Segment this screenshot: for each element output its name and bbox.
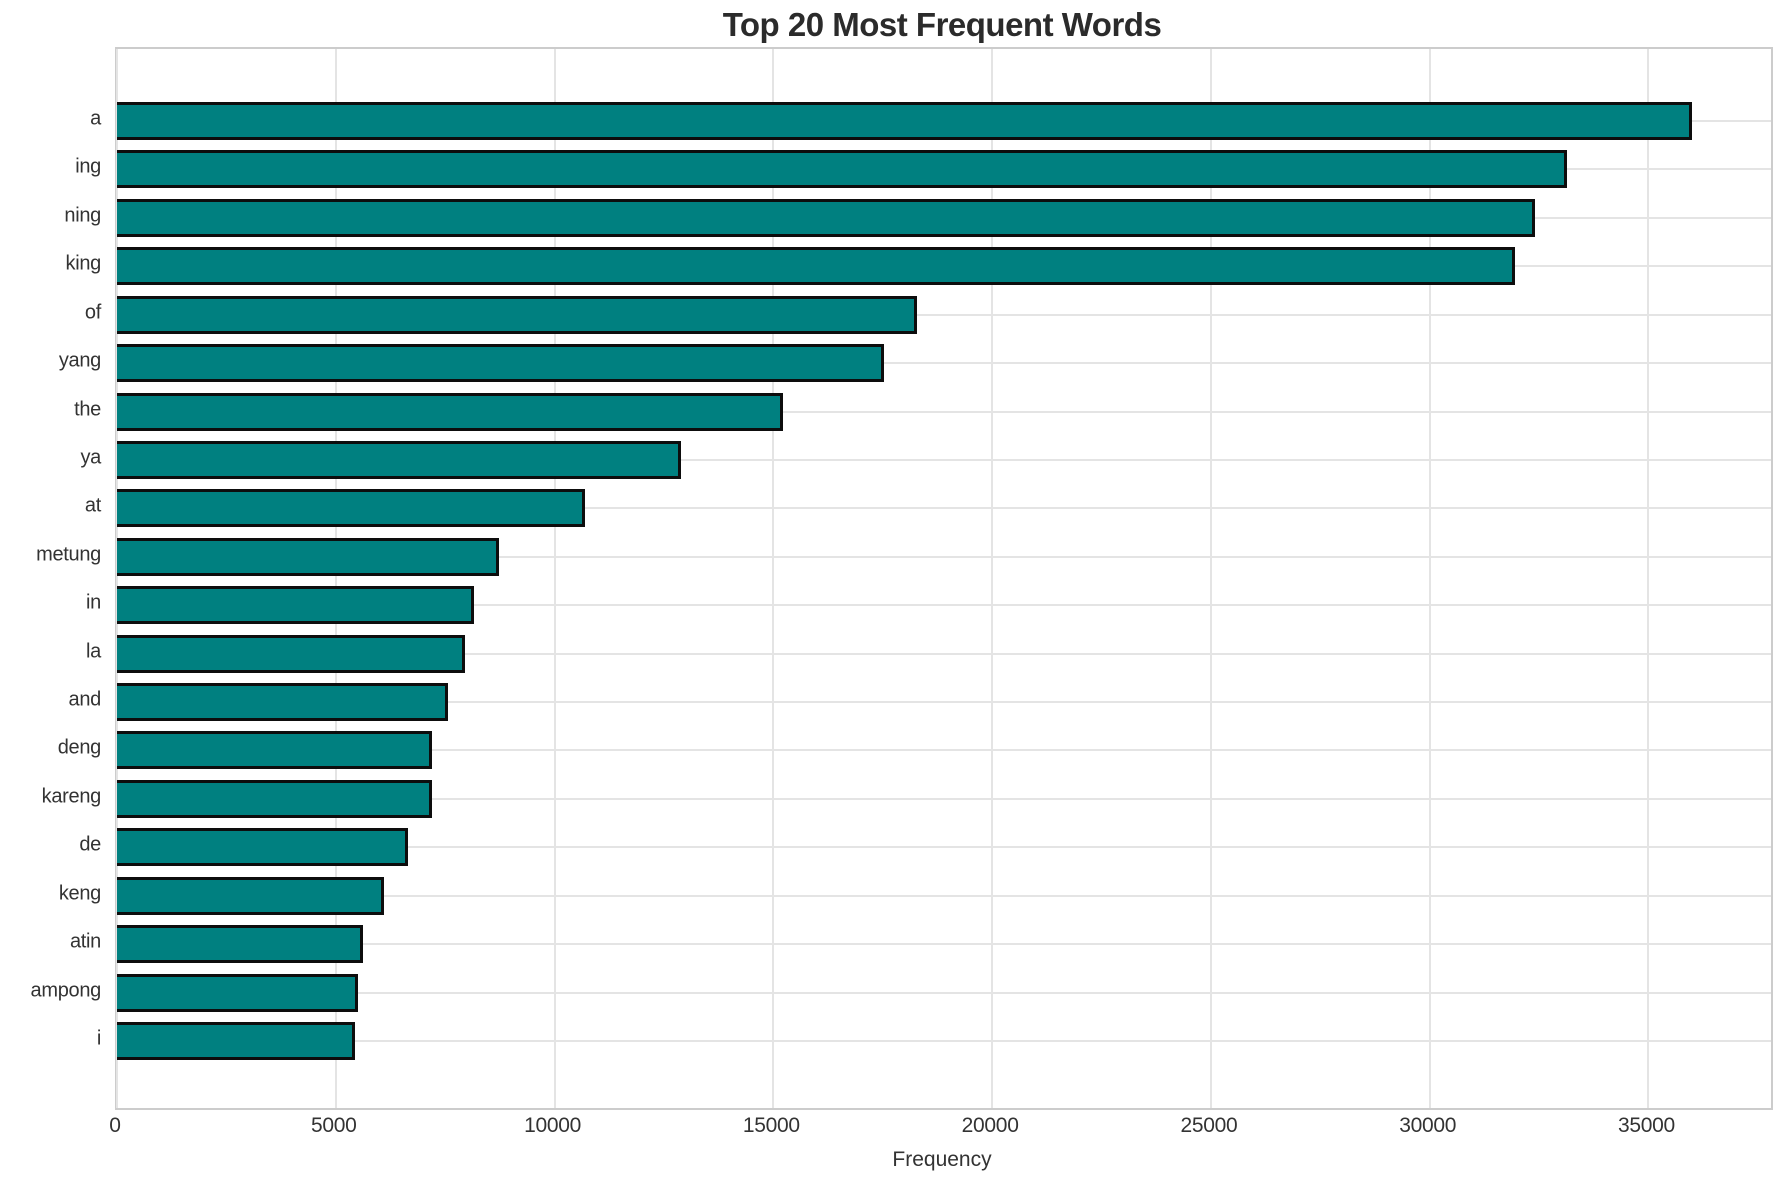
y-tick-label-of: of bbox=[84, 301, 101, 324]
bar-ampong bbox=[117, 973, 358, 1012]
bar-de bbox=[117, 828, 408, 867]
y-tick-label-ampong: ampong bbox=[30, 979, 102, 1002]
vertical-gridline bbox=[1647, 49, 1650, 1108]
horizontal-gridline bbox=[117, 991, 1771, 994]
bar-a bbox=[117, 102, 1693, 140]
horizontal-gridline bbox=[117, 410, 1771, 413]
horizontal-gridline bbox=[117, 555, 1771, 558]
y-tick-label-deng: deng bbox=[57, 736, 102, 759]
bar-in bbox=[117, 586, 475, 625]
y-tick-label-king: king bbox=[65, 252, 102, 275]
horizontal-gridline bbox=[117, 507, 1771, 510]
x-tick-label-35000: 35000 bbox=[1618, 1114, 1675, 1137]
y-tick-label-a: a bbox=[90, 107, 101, 130]
x-tick-label-0: 0 bbox=[109, 1114, 121, 1137]
bar-of bbox=[117, 295, 918, 334]
x-tick-label-5000: 5000 bbox=[311, 1114, 357, 1137]
vertical-gridline bbox=[991, 49, 994, 1108]
x-axis-title: Frequency bbox=[892, 1148, 992, 1171]
y-tick-label-keng: keng bbox=[58, 882, 101, 905]
y-tick-label-ya: ya bbox=[80, 446, 101, 469]
y-tick-label-yang: yang bbox=[58, 349, 101, 372]
y-tick-label-de: de bbox=[79, 833, 101, 856]
bar-la bbox=[117, 634, 465, 673]
bar-i bbox=[117, 1022, 355, 1060]
vertical-gridline bbox=[116, 49, 118, 1108]
y-tick-label-la: la bbox=[86, 640, 101, 663]
chart-title: Top 20 Most Frequent Words bbox=[722, 6, 1162, 43]
bar-the bbox=[117, 392, 784, 431]
y-tick-label-at: at bbox=[84, 494, 101, 517]
x-tick-label-20000: 20000 bbox=[961, 1114, 1019, 1137]
y-tick-label-in: in bbox=[86, 591, 101, 614]
y-tick-label-atin: atin bbox=[69, 930, 101, 953]
y-tick-label-i: i bbox=[96, 1027, 101, 1050]
x-tick-label-30000: 30000 bbox=[1399, 1114, 1457, 1137]
horizontal-gridline bbox=[117, 846, 1771, 849]
horizontal-gridline bbox=[117, 797, 1771, 800]
bar-ing bbox=[117, 150, 1567, 189]
x-tick-label-25000: 25000 bbox=[1180, 1114, 1238, 1137]
bar-yang bbox=[117, 344, 885, 383]
y-tick-label-ing: ing bbox=[75, 155, 101, 178]
y-tick-label-metung: metung bbox=[36, 543, 101, 566]
vertical-gridline bbox=[1209, 49, 1212, 1108]
horizontal-gridline bbox=[117, 313, 1771, 316]
x-axis-tick-labels: 0 5000 10000 15000 20000 25000 30000 35000 bbox=[109, 1114, 1769, 1144]
horizontal-gridline bbox=[117, 1040, 1771, 1042]
bar-at bbox=[117, 489, 585, 528]
bar-ning bbox=[117, 198, 1535, 237]
horizontal-gridline bbox=[117, 458, 1771, 461]
horizontal-gridline bbox=[117, 604, 1771, 607]
horizontal-gridline bbox=[117, 362, 1771, 365]
y-axis-labels: a ing ning king of yang the ya at metung in la and de… bbox=[0, 47, 102, 1106]
bar-deng bbox=[117, 731, 433, 770]
bar-keng bbox=[117, 876, 384, 915]
horizontal-gridline bbox=[117, 749, 1771, 752]
bar-metung bbox=[117, 537, 499, 576]
y-tick-label-and: and bbox=[68, 688, 102, 711]
y-tick-label-kareng: kareng bbox=[41, 785, 102, 808]
x-tick-label-10000: 10000 bbox=[524, 1114, 582, 1137]
horizontal-gridline bbox=[117, 943, 1771, 946]
bar-king bbox=[117, 247, 1516, 286]
vertical-gridline bbox=[772, 49, 775, 1108]
bar-atin bbox=[117, 925, 363, 964]
bar-and bbox=[117, 683, 448, 722]
horizontal-gridline bbox=[117, 894, 1771, 897]
vertical-gridline bbox=[553, 49, 556, 1108]
y-tick-label-ning: ning bbox=[64, 204, 101, 227]
y-tick-label-the: the bbox=[74, 398, 101, 421]
vertical-gridline bbox=[334, 49, 337, 1108]
horizontal-gridline bbox=[117, 701, 1771, 704]
vertical-gridline bbox=[1428, 49, 1431, 1108]
x-tick-label-15000: 15000 bbox=[742, 1114, 800, 1137]
horizontal-gridline bbox=[117, 652, 1771, 655]
plot-area bbox=[115, 47, 1773, 1110]
bar-ya bbox=[117, 440, 682, 479]
bar-kareng bbox=[117, 779, 432, 818]
